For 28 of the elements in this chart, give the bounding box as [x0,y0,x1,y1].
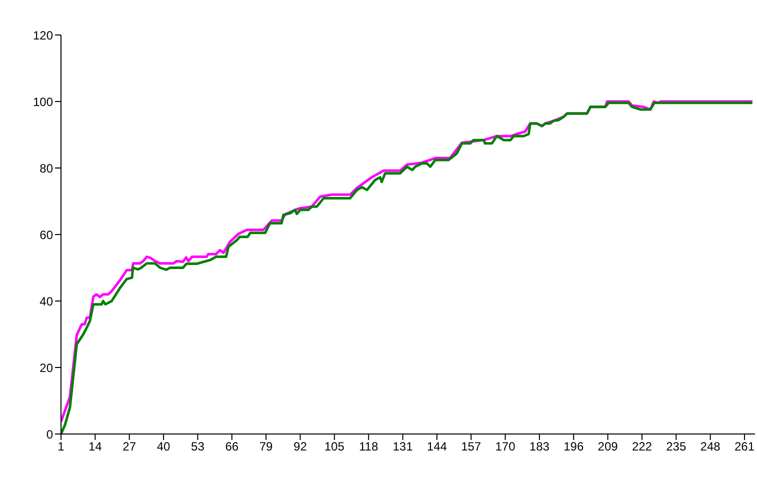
x-tick-label: 27 [122,440,136,454]
y-tick-label: 20 [40,360,54,375]
x-tick-label: 209 [598,440,618,454]
x-tick-label: 40 [156,440,171,454]
x-tick-label: 92 [294,440,308,454]
x-tick-label: 144 [426,440,448,454]
y-tick-label: 60 [40,228,54,242]
x-tick-label: 118 [359,440,378,454]
x-tick-label: 157 [461,440,482,454]
x-tick-label: 1 [58,440,65,454]
x-tick-label: 248 [700,440,721,454]
x-tick-label: 261 [734,440,755,454]
x-tick-label: 53 [191,440,205,454]
y-tick-label: 100 [32,94,54,109]
x-tick-label: 222 [632,440,652,454]
x-tick-label: 66 [225,440,239,454]
x-tick-label: 235 [666,440,686,454]
x-tick-label: 131 [392,440,414,454]
y-tick-label: 0 [46,427,54,442]
y-tick-label: 120 [32,28,54,42]
x-tick-label: 170 [495,440,516,454]
x-tick-label: 105 [324,440,345,454]
y-tick-label: 80 [40,161,54,176]
y-tick-label: 40 [40,294,54,308]
x-tick-label: 196 [564,440,584,454]
x-tick-label: 79 [259,440,274,454]
x-tick-label: 183 [529,440,550,454]
x-tick-label: 14 [88,440,102,454]
